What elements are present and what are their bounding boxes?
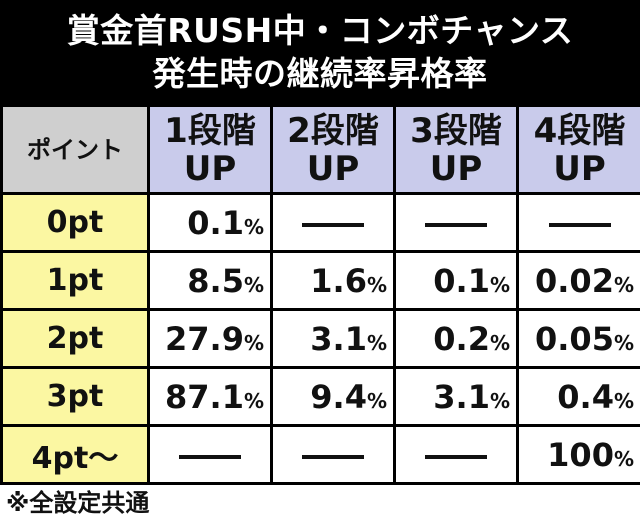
footnote: ※全設定共通 — [6, 489, 150, 517]
rate-cell: 87.1% — [147, 366, 273, 427]
row-header: 2pt — [0, 308, 150, 369]
row-header: 3pt — [0, 366, 150, 427]
column-header-line1: 2段階 — [287, 110, 379, 151]
rate-value: 0.4 — [557, 377, 614, 416]
rate-cell: 0.1% — [393, 250, 519, 311]
rate-value: 8.5 — [187, 261, 244, 300]
empty-cell — [270, 192, 396, 253]
percent-unit: % — [613, 446, 634, 471]
rate-value: 87.1 — [165, 377, 244, 416]
rate-cell: 9.4% — [270, 366, 396, 427]
rate-value: 0.2 — [433, 319, 490, 358]
table-row: 2pt 27.9% 3.1% 0.2% 0.05% — [0, 308, 640, 369]
rate-cell: 0.2% — [393, 308, 519, 369]
row-header: 0pt — [0, 192, 150, 253]
percent-unit: % — [489, 330, 510, 355]
dash-mark — [302, 454, 364, 459]
promotion-rate-table: ポイント 1段階 UP 2段階 UP 3段階 UP 4段階 UP 0pt 0.1% 1pt 8… — [0, 104, 640, 485]
empty-cell — [393, 424, 519, 485]
empty-cell — [393, 192, 519, 253]
rate-value: 3.1 — [433, 377, 490, 416]
rate-value: 27.9 — [165, 319, 244, 358]
rate-cell: 1.6% — [270, 250, 396, 311]
column-header-line2: UP — [306, 148, 360, 189]
column-header-line2: UP — [429, 148, 483, 189]
percent-unit: % — [613, 272, 634, 297]
rate-cell: 100% — [516, 424, 640, 485]
table-row: 0pt 0.1% — [0, 192, 640, 253]
rate-value: 1.6 — [310, 261, 367, 300]
dash-mark — [425, 454, 487, 459]
rate-cell: 3.1% — [393, 366, 519, 427]
percent-unit: % — [366, 388, 387, 413]
percent-unit: % — [366, 272, 387, 297]
title-banner: 賞金首RUSH中・コンボチャンス 発生時の継続率昇格率 — [0, 0, 640, 104]
rate-cell: 0.4% — [516, 366, 640, 427]
percent-unit: % — [489, 388, 510, 413]
dash-mark — [548, 222, 611, 227]
rate-cell: 27.9% — [147, 308, 273, 369]
empty-cell — [270, 424, 396, 485]
percent-unit: % — [243, 272, 264, 297]
column-header-line1: 3段階 — [410, 110, 502, 151]
table-row: 3pt 87.1% 9.4% 3.1% 0.4% — [0, 366, 640, 427]
column-header-line1: 1段階 — [164, 110, 256, 151]
column-header: 2段階 UP — [270, 104, 396, 195]
rate-cell: 3.1% — [270, 308, 396, 369]
rate-value: 0.1 — [187, 203, 244, 242]
column-header-line1: 4段階 — [533, 110, 626, 151]
percent-unit: % — [243, 388, 264, 413]
percent-unit: % — [489, 272, 510, 297]
rate-value: 9.4 — [310, 377, 367, 416]
dash-mark — [302, 222, 364, 227]
rate-value: 100 — [547, 435, 614, 474]
column-header-line2: UP — [553, 148, 606, 189]
rate-cell: 0.05% — [516, 308, 640, 369]
row-header: 1pt — [0, 250, 150, 311]
column-header-line2: UP — [183, 148, 237, 189]
rate-value: 0.05 — [535, 319, 614, 358]
percent-unit: % — [613, 388, 634, 413]
column-header: 3段階 UP — [393, 104, 519, 195]
rate-cell: 8.5% — [147, 250, 273, 311]
percent-unit: % — [243, 214, 264, 239]
percent-unit: % — [366, 330, 387, 355]
title-line-1: 賞金首RUSH中・コンボチャンス — [66, 11, 574, 50]
empty-cell — [147, 424, 273, 485]
rate-cell: 0.1% — [147, 192, 273, 253]
rate-value: 0.1 — [433, 261, 490, 300]
rate-value: 3.1 — [310, 319, 367, 358]
column-header: 1段階 UP — [147, 104, 273, 195]
percent-unit: % — [613, 330, 634, 355]
table-header-row: ポイント 1段階 UP 2段階 UP 3段階 UP 4段階 UP — [0, 104, 640, 195]
column-header: 4段階 UP — [516, 104, 640, 195]
rate-cell: 0.02% — [516, 250, 640, 311]
dash-mark — [179, 454, 241, 459]
empty-cell — [516, 192, 640, 253]
table-row: 1pt 8.5% 1.6% 0.1% 0.02% — [0, 250, 640, 311]
rate-value: 0.02 — [535, 261, 614, 300]
title-line-2: 発生時の継続率昇格率 — [152, 54, 488, 93]
corner-header: ポイント — [0, 104, 150, 195]
percent-unit: % — [243, 330, 264, 355]
dash-mark — [425, 222, 487, 227]
table-row: 4pt〜 100% — [0, 424, 640, 485]
row-header: 4pt〜 — [0, 424, 150, 485]
